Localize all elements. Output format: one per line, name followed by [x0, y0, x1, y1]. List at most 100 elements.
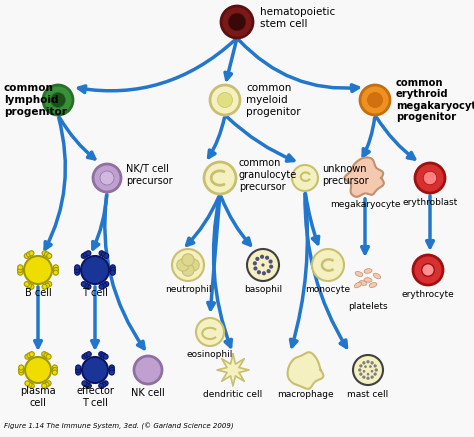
Circle shape — [99, 383, 104, 388]
Ellipse shape — [374, 273, 381, 279]
Circle shape — [24, 256, 52, 284]
Circle shape — [262, 271, 266, 275]
Text: basophil: basophil — [244, 285, 282, 294]
Text: megakaryocyte: megakaryocyte — [330, 200, 400, 209]
Polygon shape — [217, 354, 249, 386]
Circle shape — [292, 165, 318, 191]
Circle shape — [42, 383, 47, 388]
Circle shape — [76, 365, 81, 370]
Circle shape — [413, 255, 443, 285]
Circle shape — [196, 318, 224, 346]
Circle shape — [221, 6, 253, 38]
Circle shape — [42, 284, 47, 289]
Circle shape — [18, 370, 24, 375]
Circle shape — [369, 365, 372, 368]
Circle shape — [29, 352, 34, 357]
Circle shape — [86, 284, 91, 289]
Circle shape — [359, 372, 363, 376]
Circle shape — [82, 357, 108, 383]
Circle shape — [367, 93, 383, 108]
Text: NK/T cell
precursor: NK/T cell precursor — [126, 164, 173, 186]
Circle shape — [371, 361, 374, 364]
Circle shape — [86, 383, 91, 388]
Text: common
myeloid
progenitor: common myeloid progenitor — [246, 83, 301, 117]
Text: neutrophil: neutrophil — [165, 285, 211, 294]
Circle shape — [99, 352, 104, 357]
Circle shape — [204, 162, 236, 194]
Circle shape — [100, 171, 114, 185]
Circle shape — [53, 265, 58, 270]
Circle shape — [210, 85, 240, 115]
Text: unknown
precursor: unknown precursor — [322, 164, 369, 186]
Ellipse shape — [369, 282, 377, 288]
Ellipse shape — [355, 282, 362, 288]
Circle shape — [110, 267, 116, 273]
Circle shape — [415, 163, 445, 193]
Circle shape — [360, 85, 390, 115]
Circle shape — [104, 253, 109, 258]
Circle shape — [260, 255, 264, 259]
Circle shape — [84, 382, 89, 387]
Circle shape — [265, 256, 269, 260]
Circle shape — [86, 251, 91, 256]
Circle shape — [86, 352, 91, 357]
Circle shape — [24, 281, 29, 287]
Circle shape — [109, 365, 114, 370]
Text: common
granulocyte
precursor: common granulocyte precursor — [239, 158, 297, 191]
Circle shape — [257, 270, 261, 274]
Circle shape — [101, 252, 107, 257]
Circle shape — [82, 381, 87, 386]
Circle shape — [228, 13, 246, 31]
Circle shape — [25, 354, 30, 359]
Circle shape — [374, 372, 377, 376]
Circle shape — [81, 256, 109, 284]
Circle shape — [110, 270, 115, 275]
Circle shape — [104, 281, 109, 287]
Text: erythrocyte: erythrocyte — [401, 290, 455, 299]
Text: common
lymphoid
progenitor: common lymphoid progenitor — [4, 83, 67, 117]
Circle shape — [29, 383, 34, 388]
Circle shape — [45, 252, 49, 257]
Polygon shape — [288, 352, 323, 389]
Circle shape — [47, 253, 52, 258]
Text: plasma
cell: plasma cell — [20, 386, 56, 408]
Circle shape — [27, 252, 31, 257]
Circle shape — [47, 281, 52, 287]
Circle shape — [255, 257, 259, 261]
Circle shape — [74, 267, 80, 273]
Circle shape — [109, 368, 115, 372]
Circle shape — [46, 354, 51, 359]
Ellipse shape — [359, 281, 367, 285]
Ellipse shape — [355, 271, 363, 277]
Circle shape — [353, 355, 383, 385]
Circle shape — [25, 381, 30, 386]
Text: erythroblast: erythroblast — [402, 198, 457, 207]
Circle shape — [362, 361, 365, 364]
Polygon shape — [345, 157, 384, 197]
Circle shape — [81, 253, 86, 258]
Text: hematopoietic
stem cell: hematopoietic stem cell — [260, 7, 335, 29]
Circle shape — [84, 353, 89, 358]
Circle shape — [27, 382, 32, 387]
Circle shape — [101, 353, 106, 358]
Circle shape — [44, 382, 49, 387]
Text: common
erythroid
megakaryocyte
progenitor: common erythroid megakaryocyte progenito… — [396, 78, 474, 122]
Circle shape — [18, 365, 24, 370]
Circle shape — [172, 249, 204, 281]
Circle shape — [182, 254, 194, 266]
Circle shape — [422, 264, 434, 276]
Circle shape — [18, 267, 22, 273]
Circle shape — [81, 281, 86, 287]
Circle shape — [46, 381, 51, 386]
Circle shape — [101, 382, 106, 387]
Circle shape — [359, 364, 363, 368]
Circle shape — [374, 368, 378, 371]
Circle shape — [358, 368, 361, 371]
Circle shape — [82, 354, 87, 359]
Circle shape — [371, 375, 374, 379]
Circle shape — [24, 253, 29, 258]
Text: monocyte: monocyte — [305, 285, 351, 294]
Circle shape — [52, 370, 57, 375]
Circle shape — [366, 377, 370, 380]
Circle shape — [364, 365, 367, 368]
